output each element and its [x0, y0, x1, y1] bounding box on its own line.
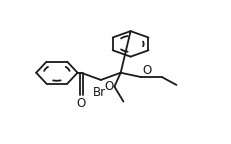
Text: O: O	[104, 80, 113, 93]
Text: Br: Br	[92, 86, 105, 99]
Text: O: O	[142, 64, 151, 77]
Text: O: O	[76, 97, 85, 110]
